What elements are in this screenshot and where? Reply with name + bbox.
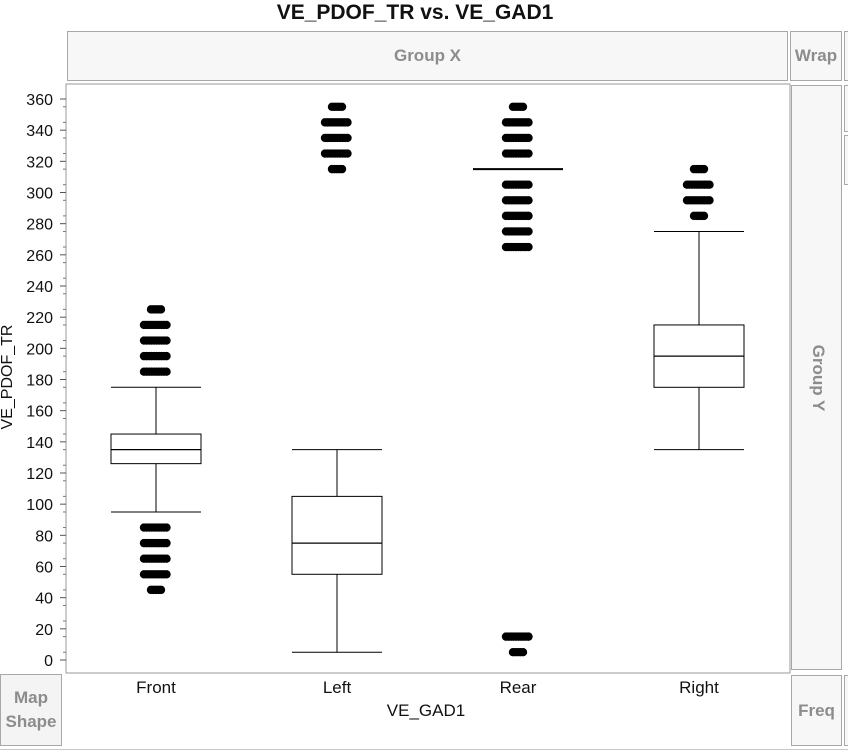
freq-label: Freq <box>798 700 835 720</box>
wrap-zone[interactable]: Wrap <box>790 31 842 81</box>
outlier-point-rear[interactable] <box>524 149 533 158</box>
y-tick-label: 80 <box>35 528 53 545</box>
y-axis-label: VE_PDOF_TR <box>0 324 16 430</box>
y-tick-label: 280 <box>26 217 53 234</box>
outlier-point-right[interactable] <box>699 211 709 221</box>
y-tick-label: 200 <box>26 341 53 358</box>
outlier-point-rear[interactable] <box>518 648 528 657</box>
right-edge-zone-top <box>844 31 848 81</box>
y-tick-label: 300 <box>26 186 53 203</box>
y-tick-label: 160 <box>26 404 53 421</box>
outlier-point-rear[interactable] <box>518 102 528 111</box>
outlier-point-rear[interactable] <box>524 211 533 221</box>
map-shape-label-line2: Shape <box>5 712 57 731</box>
outlier-point-rear[interactable] <box>524 133 533 143</box>
x-tick-label: Front <box>136 678 176 697</box>
outlier-point-front[interactable] <box>162 320 171 330</box>
outlier-point-rear[interactable] <box>524 180 533 189</box>
group-y-zone[interactable] <box>791 85 842 670</box>
outlier-point-front[interactable] <box>162 538 171 548</box>
status-divider <box>0 749 848 750</box>
x-tick-label: Right <box>679 678 719 697</box>
outlier-point-left[interactable] <box>343 133 352 143</box>
y-tick-label: 40 <box>35 591 53 608</box>
y-tick-label: 60 <box>35 560 53 577</box>
y-tick-label: 140 <box>26 435 53 452</box>
outlier-point-rear[interactable] <box>524 227 533 236</box>
x-axis-label: VE_GAD1 <box>386 701 466 720</box>
y-tick-label: 340 <box>26 123 53 140</box>
y-tick-label: 220 <box>26 310 53 327</box>
outlier-point-rear[interactable] <box>524 118 533 127</box>
outlier-point-rear[interactable] <box>524 242 533 252</box>
outlier-point-front[interactable] <box>162 570 171 579</box>
outlier-point-right[interactable] <box>705 196 714 205</box>
y-tick-label: 360 <box>26 92 53 109</box>
overlay-zone-2[interactable] <box>844 135 848 185</box>
outlier-point-left[interactable] <box>337 164 347 174</box>
overlay-zone-1[interactable] <box>844 85 848 132</box>
wrap-label: Wrap <box>794 46 838 65</box>
map-shape-label-line1: Map <box>14 688 48 707</box>
x-tick-label: Rear <box>500 678 537 697</box>
y-tick-label: 100 <box>26 497 53 514</box>
outlier-point-front[interactable] <box>162 523 171 532</box>
outlier-point-right[interactable] <box>705 180 714 189</box>
outlier-point-rear[interactable] <box>524 196 533 205</box>
outlier-point-front[interactable] <box>162 336 171 345</box>
right-edge-zone-bottom <box>844 675 848 746</box>
y-tick-label: 260 <box>26 248 53 265</box>
box-front[interactable] <box>110 433 202 465</box>
group-x-zone[interactable]: Group X <box>67 31 788 81</box>
outlier-point-front[interactable] <box>156 585 166 595</box>
outlier-point-front[interactable] <box>162 351 171 361</box>
map-shape-zone[interactable]: Map Shape <box>0 674 62 746</box>
outlier-point-right[interactable] <box>699 164 709 174</box>
outlier-point-front[interactable] <box>162 554 171 563</box>
outlier-point-left[interactable] <box>343 149 352 158</box>
outlier-point-front[interactable] <box>162 367 171 376</box>
y-tick-label: 0 <box>44 653 53 670</box>
y-tick-label: 120 <box>26 466 53 483</box>
chart-title: VE_PDOF_TR vs. VE_GAD1 <box>276 1 554 24</box>
x-tick-label: Left <box>323 678 352 697</box>
outlier-point-left[interactable] <box>343 118 352 127</box>
outlier-point-front[interactable] <box>156 305 166 314</box>
outlier-point-rear[interactable] <box>524 632 533 641</box>
y-tick-label: 180 <box>26 373 53 390</box>
y-tick-label: 20 <box>35 622 53 639</box>
group-x-label: Group X <box>393 46 462 65</box>
freq-zone[interactable]: Freq <box>791 675 842 746</box>
y-tick-label: 320 <box>26 154 53 171</box>
outlier-point-left[interactable] <box>337 102 347 111</box>
box-left[interactable] <box>291 495 383 575</box>
y-tick-label: 240 <box>26 279 53 296</box>
